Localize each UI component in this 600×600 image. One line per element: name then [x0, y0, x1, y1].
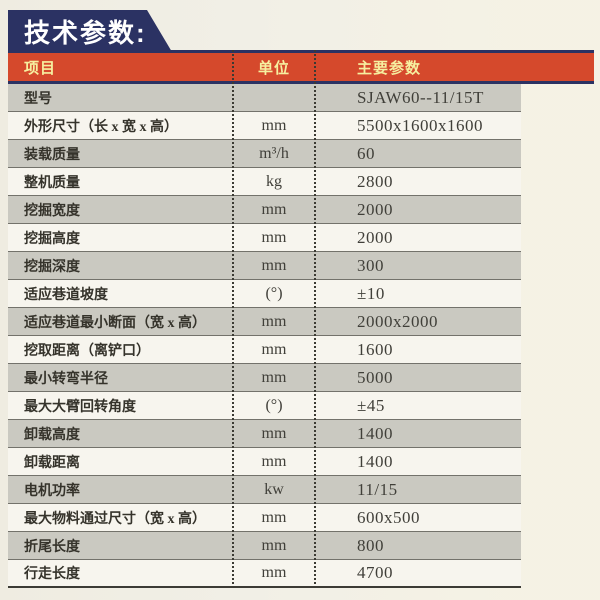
spec-unit-cell: mm: [261, 564, 287, 581]
spec-value-cell: 300: [357, 255, 384, 275]
spec-value-cell: 11/15: [357, 479, 398, 499]
table-header-row: 项目 单位 主要参数: [8, 50, 594, 84]
table-row: 行走长度 mm 4700: [8, 560, 521, 588]
spec-unit-cell: mm: [261, 228, 287, 246]
spec-value-cell: 2000x2000: [357, 311, 438, 331]
table-row: 装载质量 m³/h 60: [8, 140, 521, 168]
spec-unit-cell: mm: [261, 508, 287, 526]
spec-unit-cell: (°): [265, 284, 283, 302]
column-divider-unit-value: [314, 50, 316, 588]
spec-name-cell: 外形尺寸（长 x 宽 x 高）: [24, 119, 178, 135]
spec-name-cell: 卸载距离: [24, 455, 80, 471]
spec-value-cell: 800: [357, 535, 384, 555]
spec-value-cell: 2800: [357, 171, 393, 191]
table-row: 最小转弯半径 mm 5000: [8, 364, 521, 392]
spec-value-cell: SJAW60--11/15T: [357, 87, 484, 107]
table-row: 型号 SJAW60--11/15T: [8, 84, 521, 112]
table-row: 卸载高度 mm 1400: [8, 420, 521, 448]
spec-unit-cell: mm: [261, 368, 287, 386]
spec-name-cell: 型号: [24, 91, 52, 107]
table-row: 卸载距离 mm 1400: [8, 448, 521, 476]
table-row: 最大物料通过尺寸（宽 x 高） mm 600x500: [8, 504, 521, 532]
table-row: 折尾长度 mm 800: [8, 532, 521, 560]
spec-name-cell: 适应巷道最小断面（宽 x 高）: [24, 315, 206, 331]
spec-name-cell: 电机功率: [24, 483, 80, 499]
spec-name-cell: 卸载高度: [24, 427, 80, 443]
table-row: 外形尺寸（长 x 宽 x 高） mm 5500x1600x1600: [8, 112, 521, 140]
spec-unit-cell: m³/h: [259, 144, 289, 162]
spec-name-cell: 整机质量: [24, 175, 80, 191]
spec-value-cell: 2000: [357, 199, 393, 219]
table-row: 适应巷道坡度 (°) ±10: [8, 280, 521, 308]
spec-value-cell: ±45: [357, 395, 385, 415]
spec-table-body: 型号 SJAW60--11/15T 外形尺寸（长 x 宽 x 高） mm 550…: [8, 84, 521, 588]
spec-value-cell: 600x500: [357, 507, 420, 527]
spec-name-cell: 最大物料通过尺寸（宽 x 高）: [24, 511, 206, 527]
spec-unit-cell: mm: [261, 340, 287, 358]
spec-value-cell: 1400: [357, 451, 393, 471]
spec-unit-cell: kg: [266, 172, 282, 190]
spec-name-cell: 行走长度: [24, 567, 80, 582]
spec-unit-cell: mm: [261, 256, 287, 274]
spec-value-cell: ±10: [357, 283, 385, 303]
spec-value-cell: 1600: [357, 339, 393, 359]
header-unit-label: 单位: [257, 60, 290, 77]
spec-name-cell: 适应巷道坡度: [24, 287, 108, 303]
table-row: 挖掘高度 mm 2000: [8, 224, 521, 252]
spec-name-cell: 挖掘深度: [24, 259, 80, 275]
spec-value-cell: 5500x1600x1600: [357, 115, 483, 135]
spec-name-cell: 最大大臂回转角度: [24, 399, 136, 415]
spec-value-cell: 2000: [357, 227, 393, 247]
spec-name-cell: 挖取距离（离铲口）: [24, 343, 150, 359]
spec-unit-cell: mm: [261, 200, 287, 218]
spec-value-cell: 1400: [357, 423, 393, 443]
title-banner: 技术参数:: [8, 10, 172, 52]
table-row: 适应巷道最小断面（宽 x 高） mm 2000x2000: [8, 308, 521, 336]
spec-name-cell: 挖掘宽度: [24, 203, 80, 219]
spec-unit-cell: mm: [261, 116, 287, 134]
spec-name-cell: 挖掘高度: [24, 231, 80, 247]
spec-value-cell: 5000: [357, 367, 393, 387]
spec-unit-cell: mm: [261, 312, 287, 330]
header-value-label: 主要参数: [357, 60, 422, 77]
spec-name-cell: 装载质量: [24, 147, 80, 163]
table-row: 挖取距离（离铲口） mm 1600: [8, 336, 521, 364]
spec-unit-cell: (°): [265, 396, 283, 414]
spec-name-cell: 最小转弯半径: [24, 371, 108, 387]
header-item-label: 项目: [24, 60, 57, 77]
spec-unit-cell: kw: [264, 480, 284, 498]
spec-value-cell: 4700: [357, 563, 393, 582]
spec-name-cell: 折尾长度: [24, 539, 80, 555]
table-row: 挖掘深度 mm 300: [8, 252, 521, 280]
table-row: 电机功率 kw 11/15: [8, 476, 521, 504]
spec-unit-cell: mm: [261, 452, 287, 470]
table-row: 最大大臂回转角度 (°) ±45: [8, 392, 521, 420]
spec-unit-cell: mm: [261, 536, 287, 554]
spec-value-cell: 60: [357, 143, 375, 163]
page-title: 技术参数:: [24, 17, 147, 48]
spec-unit-cell: mm: [261, 424, 287, 442]
column-divider-item-unit: [232, 50, 234, 588]
table-row: 挖掘宽度 mm 2000: [8, 196, 521, 224]
table-row: 整机质量 kg 2800: [8, 168, 521, 196]
